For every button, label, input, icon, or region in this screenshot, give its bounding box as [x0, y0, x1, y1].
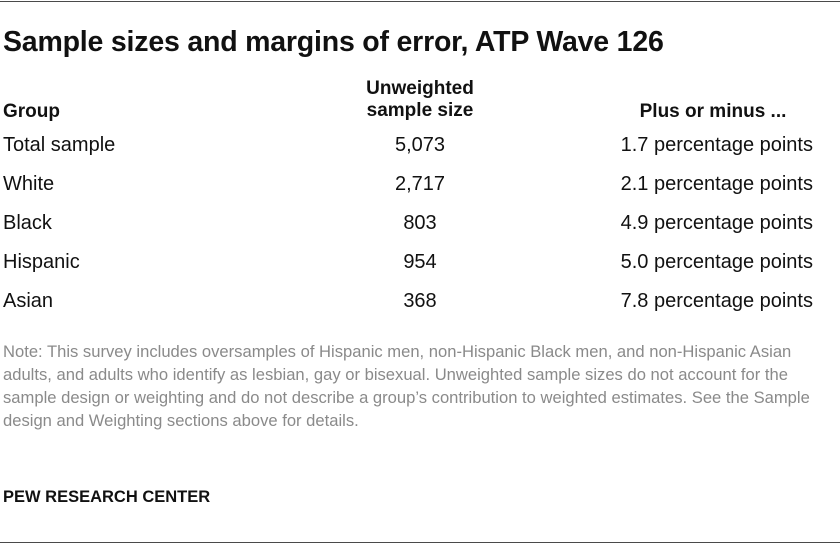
margin-of-error-cell: 2.1 percentage points [620, 173, 813, 195]
margin-of-error-cell: 1.7 percentage points [620, 134, 813, 156]
table-row: White 2,717 2.1 percentage points [0, 166, 840, 205]
sample-size-cell: 368 [403, 290, 437, 312]
column-header-group: Group [3, 101, 60, 122]
margin-of-error-cell: 4.9 percentage points [620, 212, 813, 234]
sample-size-cell: 5,073 [394, 134, 446, 156]
top-rule [0, 1, 840, 2]
group-cell: Asian [3, 290, 54, 312]
sample-size-cell: 2,717 [394, 173, 446, 195]
table-body: Total sample 5,073 1.7 percentage points… [0, 127, 840, 322]
margin-of-error-cell: 5.0 percentage points [620, 251, 813, 273]
source-credit: PEW RESEARCH CENTER [3, 488, 211, 506]
table-row: Black 803 4.9 percentage points [0, 205, 840, 244]
group-cell: Hispanic [3, 251, 80, 273]
table-row: Hispanic 954 5.0 percentage points [0, 244, 840, 283]
column-header-sample-size-line1: Unweighted [366, 78, 474, 99]
table-row: Total sample 5,073 1.7 percentage points [0, 127, 840, 166]
group-cell: White [3, 173, 55, 195]
sample-size-cell: 803 [403, 212, 437, 234]
sample-size-cell: 954 [403, 251, 437, 273]
margin-of-error-cell: 7.8 percentage points [620, 290, 813, 312]
group-cell: Black [3, 212, 52, 234]
page-title: Sample sizes and margins of error, ATP W… [3, 26, 664, 58]
footnote: Note: This survey includes oversamples o… [3, 342, 810, 430]
group-cell: Total sample [3, 134, 116, 156]
bottom-rule [0, 542, 840, 543]
column-header-sample-size: Unweighted sample size [320, 78, 520, 122]
column-header-sample-size-line2: sample size [366, 100, 474, 121]
table-row: Asian 368 7.8 percentage points [0, 283, 840, 322]
column-header-margin-of-error: Plus or minus ... [639, 101, 787, 122]
